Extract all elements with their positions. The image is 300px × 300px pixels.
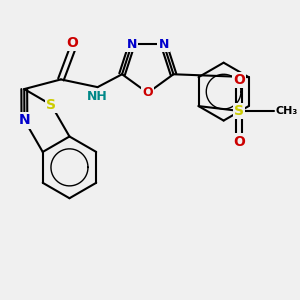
- Text: N: N: [19, 113, 30, 127]
- Text: O: O: [233, 135, 245, 149]
- Text: S: S: [234, 104, 244, 118]
- Text: O: O: [233, 73, 245, 87]
- Text: N: N: [158, 38, 169, 51]
- Text: N: N: [127, 38, 137, 51]
- Text: CH₃: CH₃: [276, 106, 298, 116]
- Text: O: O: [142, 86, 153, 99]
- Text: O: O: [67, 36, 78, 50]
- Text: S: S: [46, 98, 56, 112]
- Text: NH: NH: [87, 90, 108, 103]
